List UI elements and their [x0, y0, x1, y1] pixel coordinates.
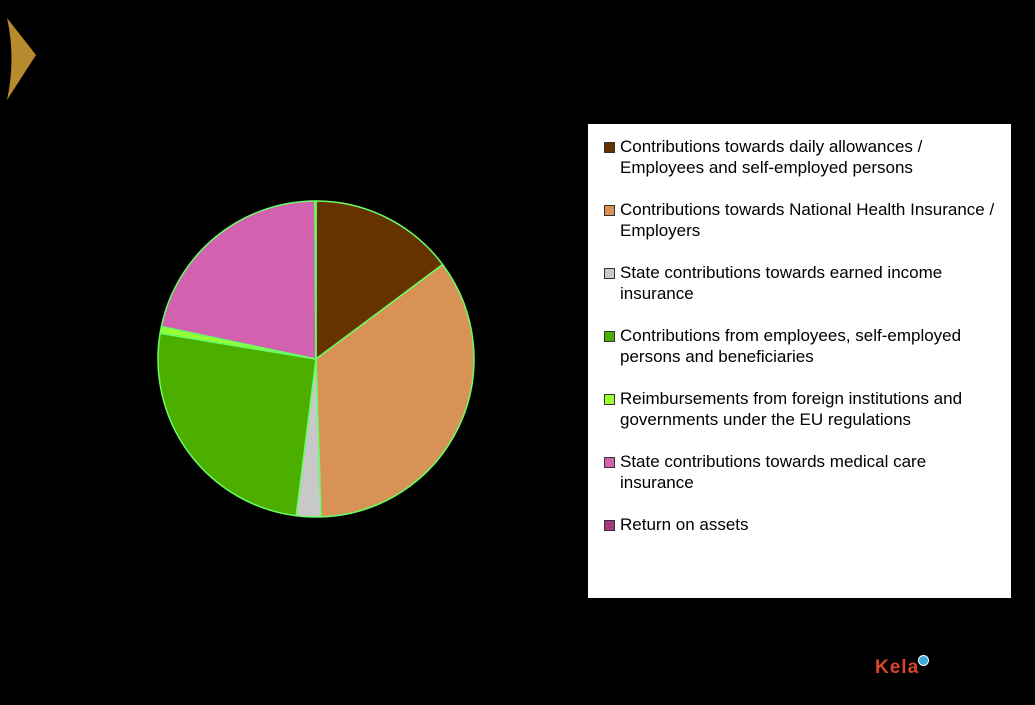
legend-item: Contributions towards National Health In… [604, 199, 997, 241]
legend-swatch [604, 394, 615, 405]
legend-label: Contributions towards daily allowances /… [620, 137, 923, 177]
kela-logo-mark-icon [918, 655, 929, 666]
kela-logo: Kela [875, 655, 935, 685]
legend-label: State contributions towards earned incom… [620, 263, 943, 303]
pie-slice-4 [157, 332, 317, 517]
pie-slice-2 [315, 263, 475, 518]
legend-swatch [604, 331, 615, 342]
legend-swatch [604, 520, 615, 531]
legend-swatch [604, 142, 615, 153]
corner-decoration [7, 18, 36, 100]
legend-label: Contributions towards National Health In… [620, 200, 995, 240]
legend-item: State contributions towards earned incom… [604, 262, 997, 304]
legend-label: Return on assets [620, 515, 749, 534]
pie-slice-1 [315, 200, 444, 360]
legend-swatch [604, 268, 615, 279]
chart-legend: Contributions towards daily allowances /… [588, 124, 1011, 598]
legend-swatch [604, 205, 615, 216]
legend-label: Reimbursements from foreign institutions… [620, 389, 963, 429]
kela-logo-text: Kela [875, 657, 920, 678]
pie-slice-6 [160, 200, 317, 360]
legend-item: Contributions from employees, self-emplo… [604, 325, 997, 367]
legend-label: Contributions from employees, self-emplo… [620, 326, 962, 366]
pie-slice-7 [314, 200, 317, 360]
legend-swatch [604, 457, 615, 468]
legend-item: Return on assets [604, 514, 997, 535]
legend-item: Contributions towards daily allowances /… [604, 136, 997, 178]
legend-item: State contributions towards medical care… [604, 451, 997, 493]
legend-label: State contributions towards medical care… [620, 452, 927, 492]
legend-item: Reimbursements from foreign institutions… [604, 388, 997, 430]
